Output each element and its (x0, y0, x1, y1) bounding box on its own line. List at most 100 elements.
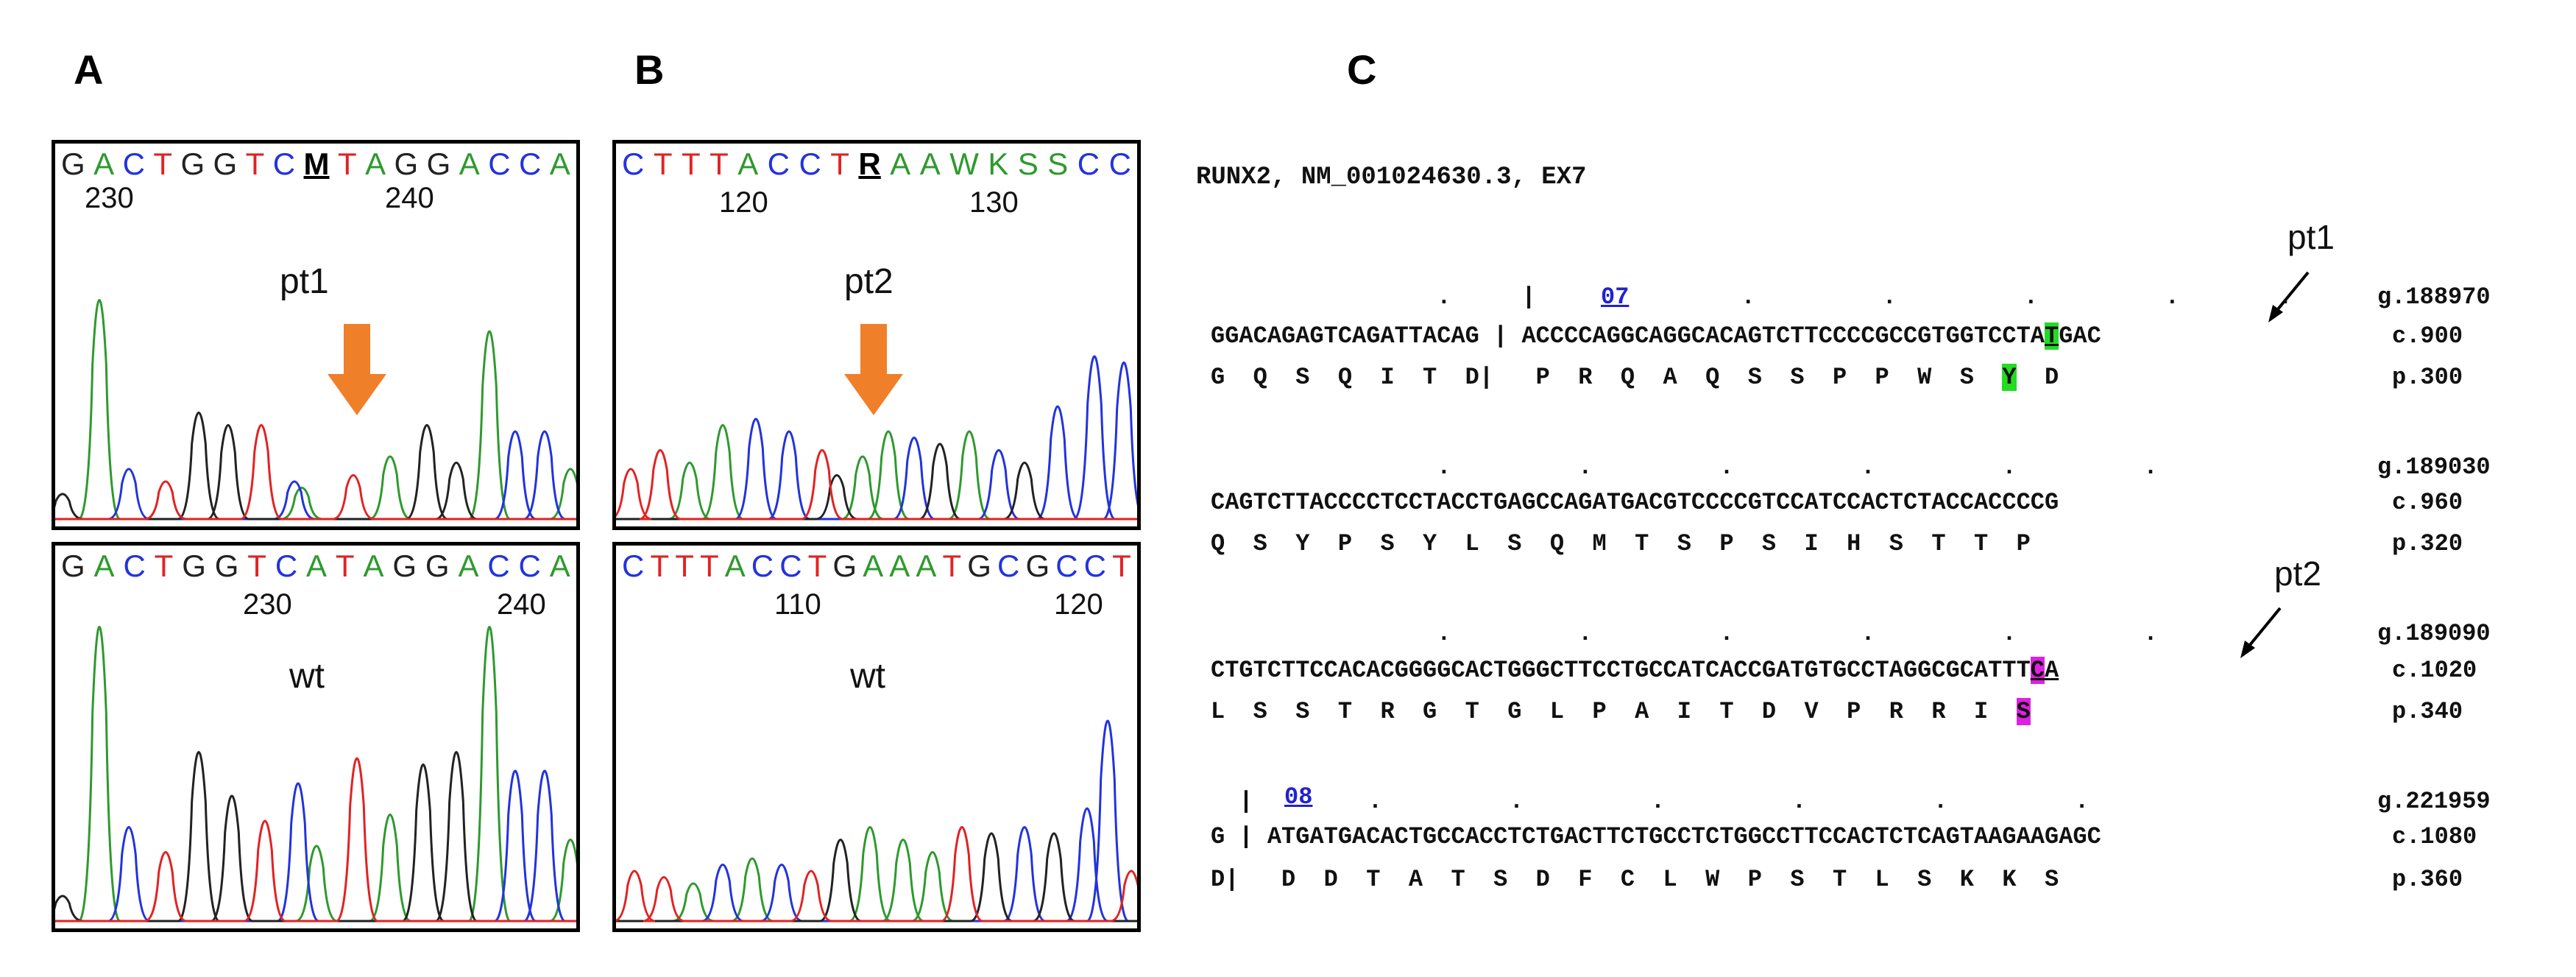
pt1-variant-aa: Y (2002, 364, 2017, 391)
base-call: G (61, 549, 85, 583)
base-call: C (1055, 549, 1078, 583)
panel-letter-b: B (634, 46, 665, 93)
position-label: 230 (85, 182, 134, 214)
base-call: A (737, 147, 759, 181)
ruler-dots: . . . . . . (1211, 454, 2158, 481)
trace-plot (55, 299, 576, 521)
cdna-coord: c.1020 (2392, 657, 2477, 684)
genomic-coord: g.221959 (2377, 788, 2491, 815)
base-call: G (832, 549, 857, 583)
position-label: 120 (719, 186, 768, 219)
protein-coord: p.360 (2392, 866, 2463, 893)
base-call: C (275, 549, 298, 583)
base-call: G (394, 147, 419, 181)
ruler-row: | (1211, 788, 1253, 815)
trace-plot (55, 626, 576, 923)
pt2-variant-base: C (2030, 657, 2045, 684)
dna-seq-text: GAC (2059, 322, 2101, 350)
trace-line (55, 751, 576, 923)
base-call: G (61, 147, 85, 181)
sample-label-pt1: pt1 (280, 262, 329, 301)
trace-line (616, 355, 1137, 521)
trace-line (616, 832, 1137, 923)
base-call: R (858, 147, 881, 181)
protein-sequence-row: Q S Y P S Y L S Q M T S P S I H S T T P (1211, 530, 2031, 557)
pt2-pointer-icon (2240, 607, 2282, 658)
base-call: C (1083, 549, 1107, 583)
base-call: A (459, 147, 480, 181)
dna-seq-text: A (2044, 657, 2059, 684)
base-call: G (392, 549, 417, 583)
base-call: S (1017, 147, 1038, 181)
base-call: T (335, 549, 355, 583)
base-call: G (180, 147, 205, 181)
sample-label-wt: wt (289, 657, 325, 696)
pt1-label: pt1 (2287, 218, 2335, 256)
base-call: C (488, 147, 511, 181)
base-call: G (214, 549, 239, 583)
base-call: A (889, 549, 910, 583)
aa-seq-text: L S S T R G T G L P A I T D V P R R I (1211, 698, 2017, 725)
trace-line (55, 424, 576, 521)
protein-sequence-row: L S S T R G T G L P A I T D V P R R I S (1211, 698, 2031, 725)
position-label: 110 (774, 588, 821, 621)
genomic-coord: g.188970 (2377, 283, 2491, 311)
trace-plot (616, 355, 1137, 521)
dna-sequence-row: G | ATGATGACACTGCCACCTCTGACTTCTGCCTCTGGC… (1211, 823, 2101, 850)
base-call: A (919, 147, 941, 181)
position-label: 230 (243, 588, 292, 621)
base-call: T (807, 549, 827, 583)
base-call: A (363, 549, 384, 583)
base-call: T (1112, 549, 1131, 583)
base-call: C (622, 549, 645, 583)
position-label: 240 (497, 588, 546, 621)
base-call: T (710, 147, 729, 181)
base-call: M (303, 147, 330, 181)
base-call: C (1077, 147, 1100, 181)
base-call: A (93, 147, 115, 181)
base-call: S (1047, 147, 1069, 181)
base-call: G (426, 147, 451, 181)
trace-line (55, 769, 576, 923)
mutation-arrow-icon (844, 324, 903, 415)
ruler-dots: . . . . . (1628, 283, 2293, 311)
base-call: C (518, 549, 541, 583)
base-call: C (487, 549, 510, 583)
panel-letter-a: A (74, 46, 104, 93)
exon-label-08: 08 (1284, 783, 1313, 811)
dna-sequence-row: CAGTCTTACCCCTCCTACCTGAGCCAGATGACGTCCCCGT… (1211, 489, 2059, 516)
trace-line (616, 449, 1137, 521)
sample-label-wt: wt (850, 657, 885, 696)
base-call: T (942, 549, 962, 583)
trace-line (616, 442, 1137, 521)
base-call: C (1108, 147, 1131, 181)
dna-sequence-row: CTGTCTTCCACACGGGGCACTGGGCTTCCTGCCATCACCG… (1211, 657, 2059, 684)
protein-sequence-row: D| D D T A T S D F C L W P S T L S K K S (1211, 866, 2059, 893)
aa-seq-text: D (2016, 364, 2059, 391)
protein-coord: p.300 (2392, 364, 2463, 391)
base-call: A (93, 549, 115, 583)
ruler-dots: . . . . . . (1312, 788, 2090, 815)
base-call: C (799, 147, 821, 181)
panel-letter-c: C (1347, 46, 1377, 93)
pt2-variant-aa: S (2016, 698, 2031, 725)
base-call: G (1025, 549, 1050, 583)
genomic-coord: g.189030 (2377, 454, 2491, 481)
base-call: C (767, 147, 790, 181)
base-call: A (549, 147, 570, 181)
base-call: C (518, 147, 542, 181)
base-call: G (213, 147, 238, 181)
aa-seq-text: G Q S Q I T D| P R Q A Q S S P P W S (1211, 364, 2003, 391)
base-call: A (549, 549, 570, 583)
ruler-dots: . . . . . . (1211, 620, 2158, 647)
dna-seq-text: GGACAGAGTCAGATTACAG | ACCCCAGGCAGGCACAGT… (1211, 322, 2045, 350)
base-call: C (122, 147, 145, 181)
protein-coord: p.340 (2392, 698, 2463, 725)
base-call: T (154, 549, 174, 583)
base-call: T (675, 549, 694, 583)
